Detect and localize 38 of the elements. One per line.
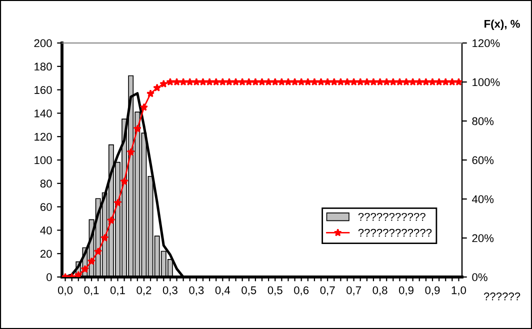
y2-tick-label: 60%: [472, 156, 494, 164]
y2-tick-label: 20%: [472, 234, 494, 242]
y-tick-label: 0: [46, 273, 52, 282]
y-tick-label: 40: [40, 226, 52, 234]
x-tick-label: 0,7: [346, 286, 361, 296]
y2-tick-label: 100%: [472, 78, 500, 86]
x-tick-label: 0,1: [110, 286, 125, 296]
x-axis-title: ??????: [484, 292, 520, 300]
y-tick-label: 100: [34, 156, 52, 164]
x-tick-label: 0,6: [294, 286, 309, 296]
y2-tick-label: 80%: [472, 117, 494, 126]
y-tick-label: 140: [34, 109, 52, 118]
legend-label: ????????????: [358, 228, 432, 237]
y-tick-label: 120: [34, 132, 52, 141]
x-tick-label: 0,7: [320, 286, 335, 296]
x-tick-label: 1,0: [452, 286, 466, 296]
y-tick-label: 20: [40, 250, 52, 258]
x-tick-label: 0,2: [136, 286, 152, 296]
y2-tick-label: 40%: [472, 195, 494, 204]
y2-axis-title: F(x), %: [484, 20, 520, 30]
x-tick-label: 0,3: [162, 286, 178, 296]
x-tick-label: 0,3: [189, 286, 204, 296]
x-tick-label: 0,9: [425, 286, 440, 296]
y-tick-label: 160: [34, 86, 52, 94]
x-tick-label: 0,4: [215, 286, 230, 296]
y-tick-label: 60: [40, 203, 52, 211]
x-tick-label: 0,0: [58, 286, 73, 296]
y-tick-label: 180: [34, 62, 52, 71]
x-tick-label: 0,9: [398, 286, 414, 296]
legend-label: ???????????: [358, 212, 426, 221]
y-tick-label: 200: [34, 39, 52, 48]
y2-tick-label: 120%: [472, 39, 500, 48]
x-tick-label: 0,8: [372, 286, 388, 296]
x-tick-label: 0,5: [242, 286, 256, 296]
y2-tick-label: 0%: [472, 273, 488, 282]
y-tick-label: 80: [40, 180, 52, 188]
x-tick-label: 0,5: [268, 286, 282, 296]
x-tick-label: 0,1: [84, 286, 99, 296]
